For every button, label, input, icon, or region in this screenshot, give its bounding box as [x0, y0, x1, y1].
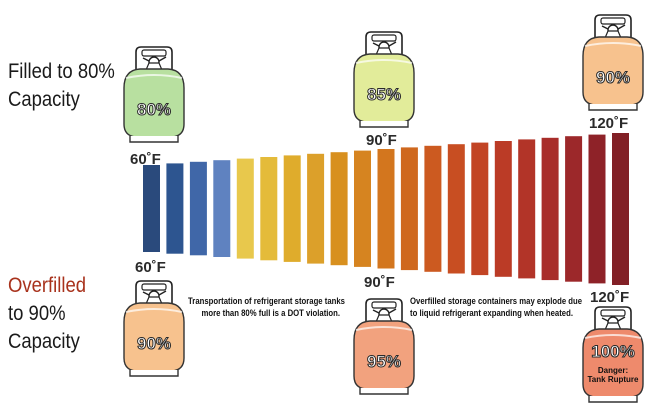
- filled-80-label: Filled to 80% Capacity: [8, 58, 115, 114]
- overfilled-word: Overfilled: [8, 274, 87, 297]
- temperature-bar: [471, 142, 489, 276]
- tank-fill-percent: 80%: [136, 100, 172, 120]
- overfilled-line3: Capacity: [8, 330, 80, 353]
- temperature-bar: [307, 153, 325, 264]
- temperature-bar: [283, 155, 301, 262]
- temperature-bar: [260, 157, 278, 261]
- temp-bottom-60: 60˚F: [135, 259, 166, 276]
- danger-warning: Danger: Tank Rupture: [577, 366, 649, 384]
- temp-bottom-90: 90˚F: [364, 274, 395, 291]
- tank-bottom-90: 90%: [118, 278, 190, 378]
- filled-80-line2: Capacity: [8, 88, 80, 111]
- temperature-bar: [189, 161, 207, 256]
- temperature-bar: [588, 134, 606, 284]
- propane-tank-icon: [577, 12, 649, 112]
- tank-top-85: 85%: [348, 29, 420, 129]
- tank-fill-percent: 90%: [136, 334, 172, 354]
- explosion-note-line2: to liquid refrigerant expanding when hea…: [410, 308, 573, 318]
- temp-top-60: 60˚F: [130, 151, 161, 168]
- temperature-bar: [354, 150, 371, 267]
- temperature-bar: [424, 145, 442, 272]
- temp-bottom-120: 120˚F: [590, 289, 630, 306]
- temperature-bar: [565, 136, 583, 282]
- temperature-bar: [541, 137, 559, 281]
- tank-fill-percent: 100%: [591, 342, 635, 362]
- tank-top-90: 90%: [577, 12, 649, 112]
- temperature-bar: [400, 147, 418, 271]
- danger-line1: Danger:: [597, 366, 629, 375]
- filled-80-line1: Filled to 80%: [8, 60, 115, 83]
- propane-tank-icon: [118, 44, 190, 144]
- dot-note-line1: Transportation of refrigerant storage ta…: [188, 296, 345, 306]
- tank-bottom-95: 95%: [348, 296, 420, 396]
- propane-tank-icon: [348, 29, 420, 129]
- temperature-bar: [143, 165, 160, 252]
- dot-violation-note: Transportation of refrigerant storage ta…: [188, 295, 345, 319]
- explosion-note-line1: Overfilled storage containers may explod…: [410, 296, 583, 306]
- overfilled-line2: to 90%: [8, 302, 66, 325]
- temperature-bar: [494, 141, 512, 277]
- temperature-bar: [236, 158, 254, 259]
- danger-line2: Tank Rupture: [587, 375, 639, 384]
- dot-note-line2: more than 80% full is a DOT violation.: [201, 308, 341, 318]
- tank-fill-percent: 85%: [366, 85, 402, 105]
- temperature-bar: [213, 160, 231, 257]
- explosion-note: Overfilled storage containers may explod…: [410, 295, 582, 319]
- temperature-bar: [447, 144, 465, 274]
- propane-tank-icon: [577, 304, 649, 404]
- temperature-bar: [518, 139, 536, 279]
- tank-fill-percent: 95%: [366, 352, 402, 372]
- temperature-bar: [612, 133, 629, 285]
- tank-fill-percent: 90%: [595, 68, 631, 88]
- temperature-bar: [377, 149, 395, 269]
- overfilled-90-label: Overfilled to 90% Capacity: [8, 272, 86, 356]
- tank-bottom-100: 100% Danger: Tank Rupture: [577, 304, 649, 404]
- temp-top-120: 120˚F: [589, 115, 629, 132]
- propane-tank-icon: [348, 296, 420, 396]
- propane-tank-icon: [118, 278, 190, 378]
- temp-top-90: 90˚F: [366, 132, 397, 149]
- temperature-bar: [330, 152, 348, 266]
- tank-top-80: 80%: [118, 44, 190, 144]
- temperature-bar: [166, 163, 184, 254]
